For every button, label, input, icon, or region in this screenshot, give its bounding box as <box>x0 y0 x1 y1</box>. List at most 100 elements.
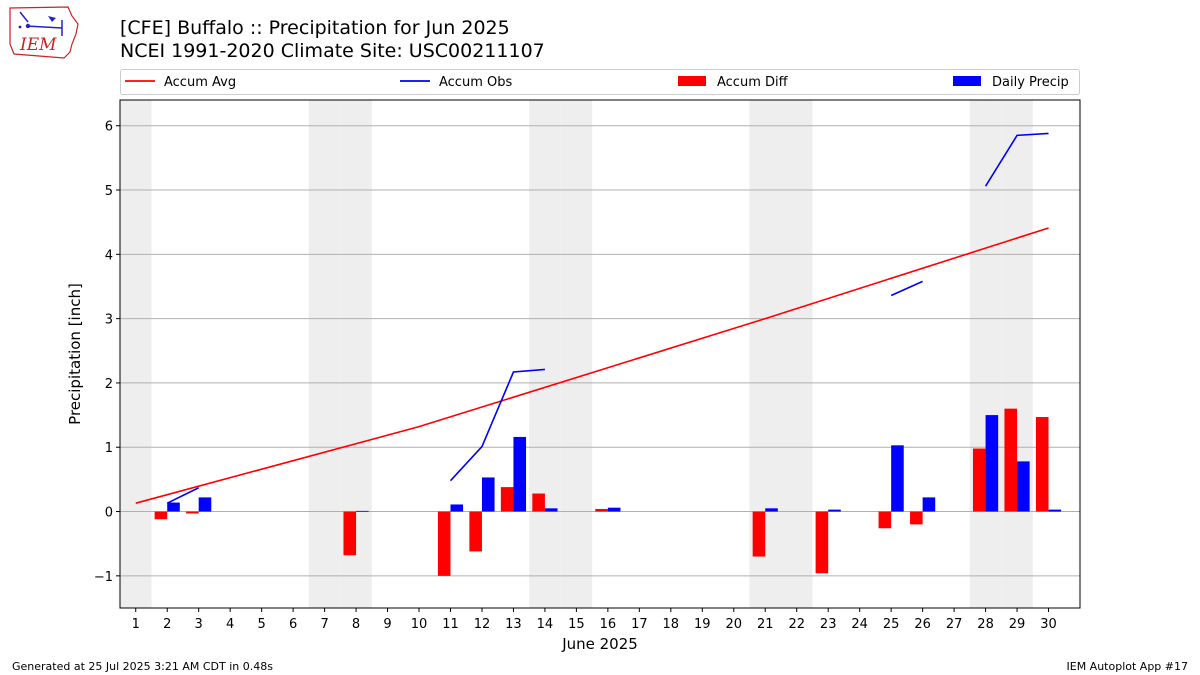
x-tick-label: 24 <box>851 617 868 632</box>
daily-precip-bar <box>1017 461 1030 512</box>
y-tick-label: 4 <box>105 248 113 263</box>
accum-diff-bar <box>154 511 168 520</box>
accum-diff-bar <box>910 511 923 525</box>
x-tick-label: 2 <box>163 617 171 632</box>
x-tick-label: 21 <box>757 617 774 632</box>
iem-logo-text: IEM <box>19 35 57 55</box>
legend-label: Accum Diff <box>717 75 789 90</box>
x-tick-label: 4 <box>226 617 234 632</box>
iem-logo: IEM <box>6 4 82 64</box>
x-tick-label: 29 <box>1009 617 1026 632</box>
x-tick-label: 9 <box>383 617 391 632</box>
y-tick-label: 6 <box>105 120 113 135</box>
y-tick-label: 2 <box>105 377 113 392</box>
x-tick-label: 15 <box>568 617 585 632</box>
x-tick-label: 13 <box>505 617 522 632</box>
x-tick-label: 11 <box>442 617 459 632</box>
accum-obs-line <box>984 132 1049 187</box>
legend-label: Accum Obs <box>439 75 512 90</box>
iem-logo-graphic: IEM <box>9 6 79 59</box>
accum-diff-bar <box>878 511 892 529</box>
x-tick-label: 19 <box>694 617 711 632</box>
chart-subtitle: NCEI 1991-2020 Climate Site: USC00211107 <box>120 40 545 62</box>
y-tick-label: 0 <box>105 506 113 521</box>
x-tick-label: 23 <box>820 617 837 632</box>
x-tick-label: 25 <box>883 617 900 632</box>
legend-swatch <box>678 76 706 86</box>
x-tick-label: 1 <box>132 617 140 632</box>
x-tick-label: 14 <box>537 617 554 632</box>
weekend-band <box>780 100 813 608</box>
weekend-band <box>308 100 341 608</box>
weekend-band <box>969 100 1002 608</box>
daily-precip-bar <box>828 509 841 512</box>
weekend-band <box>560 100 593 608</box>
legend-label: Daily Precip <box>992 75 1069 90</box>
accum-diff-bar <box>437 511 451 576</box>
weekend-band <box>120 100 152 608</box>
x-tick-label: 5 <box>257 617 265 632</box>
x-tick-label: 18 <box>663 617 680 632</box>
x-tick-label: 16 <box>600 617 617 632</box>
plot-frame <box>119 99 1081 609</box>
daily-precip-bar <box>1048 509 1062 512</box>
accum-avg-line <box>135 227 1049 504</box>
daily-precip-bar <box>198 497 212 512</box>
legend: Accum Avg Accum Obs Accum Diff Daily Precip <box>120 69 1080 95</box>
x-tick-label: 20 <box>725 617 742 632</box>
x-tick-label: 3 <box>195 617 203 632</box>
accum-diff-bar <box>595 508 608 512</box>
weekend-band <box>1001 100 1033 608</box>
daily-precip-bar <box>607 507 621 512</box>
x-tick-label: 17 <box>631 617 648 632</box>
accum-obs-line <box>890 280 923 297</box>
daily-precip-bar <box>922 497 936 512</box>
daily-precip-bar <box>765 508 778 512</box>
generated-note: Generated at 25 Jul 2025 3:21 AM CDT in … <box>12 660 273 673</box>
weekend-band <box>529 100 561 608</box>
daily-precip-bar <box>481 477 495 512</box>
x-tick-label: 22 <box>788 617 805 632</box>
daily-precip-bar <box>985 415 999 512</box>
accum-diff-bar <box>1004 408 1018 512</box>
y-tick-label: 3 <box>105 313 113 328</box>
legend-box <box>120 69 1080 95</box>
accum-diff-bar <box>1035 417 1049 512</box>
accum-diff-bar <box>469 511 482 552</box>
legend-label: Accum Avg <box>164 75 236 90</box>
x-tick-label: 7 <box>320 617 328 632</box>
accum-diff-bar <box>186 511 199 514</box>
accum-diff-bar <box>532 493 545 512</box>
accum-obs-line <box>449 368 545 482</box>
plot-area <box>120 100 1080 608</box>
x-tick-label: 8 <box>352 617 360 632</box>
x-tick-label: 30 <box>1040 617 1057 632</box>
daily-precip-bar <box>544 508 558 512</box>
app-note: IEM Autoplot App #17 <box>1066 660 1189 673</box>
x-tick-label: 27 <box>946 617 963 632</box>
y-axis-label: Precipitation [inch] <box>66 283 84 425</box>
accum-diff-bar <box>500 487 514 512</box>
accum-obs-line <box>166 487 200 504</box>
daily-precip-bar <box>450 504 464 512</box>
y-tick-label: −1 <box>94 570 113 585</box>
x-tick-label: 6 <box>289 617 297 632</box>
y-tick-label: 1 <box>105 441 113 456</box>
accum-diff-bar <box>972 448 986 512</box>
x-tick-label: 28 <box>977 617 994 632</box>
daily-precip-bar <box>356 510 369 512</box>
daily-precip-bar <box>891 445 904 512</box>
x-tick-label: 12 <box>474 617 491 632</box>
accum-diff-bar <box>752 511 766 557</box>
legend-swatch <box>953 76 981 86</box>
x-tick-label: 26 <box>914 617 931 632</box>
accum-diff-bar <box>815 511 829 574</box>
x-tick-label: 10 <box>411 617 428 632</box>
y-tick-label: 5 <box>105 184 113 199</box>
daily-precip-bar <box>167 502 180 512</box>
chart-title: [CFE] Buffalo :: Precipitation for Jun 2… <box>120 17 510 39</box>
accum-diff-bar <box>343 511 357 556</box>
x-axis-label: June 2025 <box>561 635 638 653</box>
daily-precip-bar <box>513 436 527 512</box>
